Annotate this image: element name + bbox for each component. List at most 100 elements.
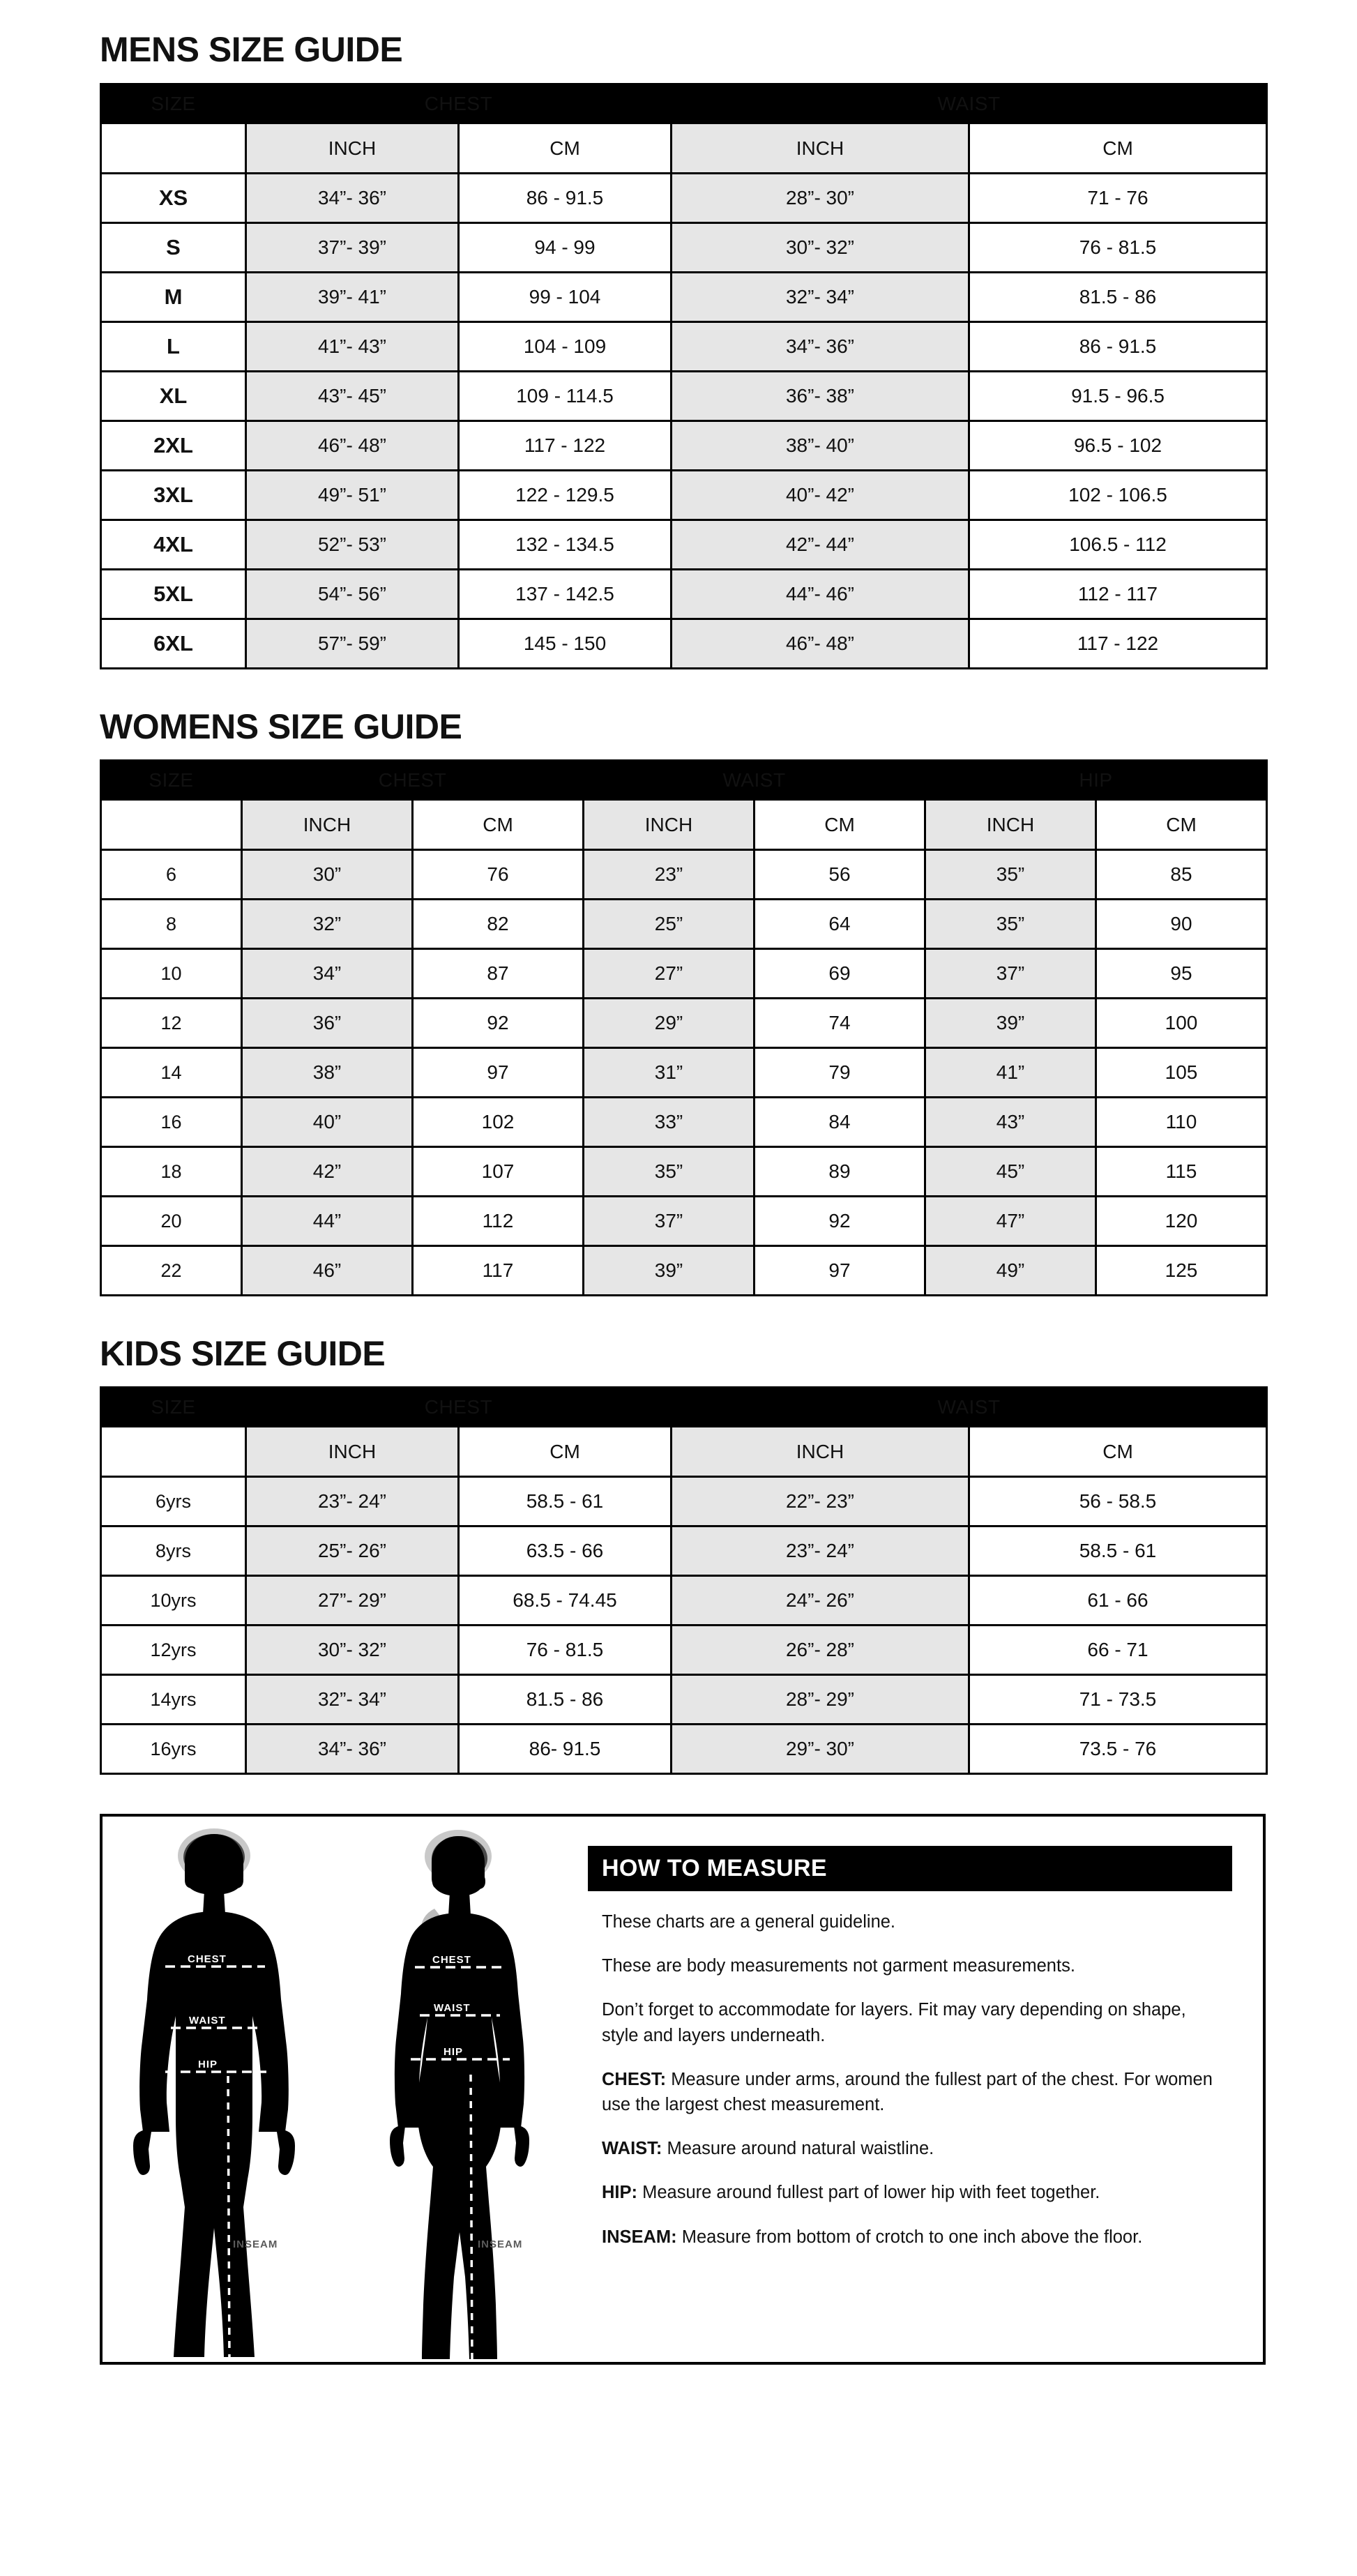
womens-size-cell: 12 (100, 997, 243, 1049)
mens-chest_cm-cell: 117 - 122 (457, 420, 672, 471)
table-row: 5XL 54”- 56” 137 - 142.5 44”- 46” 112 - 117 (100, 568, 1268, 620)
kids-unit-chest-inch: INCH (245, 1425, 460, 1478)
mens-waist_inch-cell: 42”- 44” (670, 519, 970, 570)
kids-size-guide-title: KIDS SIZE GUIDE (100, 1334, 386, 1373)
womens-size-cell: 10 (100, 948, 243, 999)
table-row: XS 34”- 36” 86 - 91.5 28”- 30” 71 - 76 (100, 172, 1268, 224)
mens-size-cell: L (100, 321, 247, 372)
womens-chest_cm-cell: 76 (411, 849, 584, 900)
kids-chest_cm-cell: 63.5 - 66 (457, 1525, 672, 1577)
kids-size-cell: 14yrs (100, 1674, 247, 1725)
kids-chest_cm-cell: 58.5 - 61 (457, 1476, 672, 1527)
kids-chest_inch-cell: 25”- 26” (245, 1525, 460, 1577)
womens-hip_cm-cell: 120 (1095, 1195, 1268, 1247)
kids-waist_inch-cell: 28”- 29” (670, 1674, 970, 1725)
womens-group-chest: CHEST (241, 759, 584, 801)
womens-chest_inch-cell: 36” (241, 997, 414, 1049)
womens-chest_inch-cell: 32” (241, 898, 414, 950)
how-to-measure-panel: CHEST WAIST HIP INSEAM CHEST WAIST HIP I… (100, 1814, 1266, 2365)
mens-chest_inch-cell: 57”- 59” (245, 618, 460, 669)
table-row: 6XL 57”- 59” 145 - 150 46”- 48” 117 - 122 (100, 618, 1268, 669)
body-figures: CHEST WAIST HIP INSEAM CHEST WAIST HIP I… (103, 1817, 563, 2363)
womens-hip_inch-cell: 49” (924, 1245, 1097, 1296)
table-row: XL 43”- 45” 109 - 114.5 36”- 38” 91.5 - 96.5 (100, 370, 1268, 422)
womens-chest_inch-cell: 38” (241, 1047, 414, 1098)
womens-chest_cm-cell: 92 (411, 997, 584, 1049)
female-waist-label: WAIST (434, 2002, 471, 2014)
table-row: 10 34” 87 27” 69 37” 95 (100, 948, 1268, 999)
kids-chest_inch-cell: 27”- 29” (245, 1575, 460, 1626)
male-waist-label: WAIST (189, 2015, 226, 2026)
male-silhouette (133, 1828, 295, 2361)
measure-tip-waist: WAIST: Measure around natural waistline. (602, 2139, 934, 2159)
mens-chest_inch-cell: 49”- 51” (245, 469, 460, 521)
measure-tip-inseam: INSEAM: Measure from bottom of crotch to… (602, 2227, 1143, 2247)
measure-note-0: These charts are a general guideline. (602, 1912, 896, 1932)
kids-chest_cm-cell: 68.5 - 74.45 (457, 1575, 672, 1626)
mens-chest_inch-cell: 34”- 36” (245, 172, 460, 224)
kids-unit-waist-cm: CM (968, 1425, 1268, 1478)
kids-waist_inch-cell: 22”- 23” (670, 1476, 970, 1527)
mens-unit-waist-inch: INCH (670, 122, 970, 174)
male-chest-label: CHEST (188, 1953, 227, 1965)
mens-chest_cm-cell: 104 - 109 (457, 321, 672, 372)
mens-chest_cm-cell: 86 - 91.5 (457, 172, 672, 224)
mens-waist_inch-cell: 34”- 36” (670, 321, 970, 372)
womens-waist_inch-cell: 37” (582, 1195, 755, 1247)
mens-size-cell: S (100, 222, 247, 273)
kids-chest_cm-cell: 81.5 - 86 (457, 1674, 672, 1725)
womens-waist_inch-cell: 39” (582, 1245, 755, 1296)
womens-waist_inch-cell: 29” (582, 997, 755, 1049)
kids-waist_inch-cell: 29”- 30” (670, 1723, 970, 1775)
mens-unit-chest-inch: INCH (245, 122, 460, 174)
table-row: 3XL 49”- 51” 122 - 129.5 40”- 42” 102 - 106.… (100, 469, 1268, 521)
womens-hip_cm-cell: 90 (1095, 898, 1268, 950)
kids-size-cell: 10yrs (100, 1575, 247, 1626)
mens-waist_inch-cell: 32”- 34” (670, 271, 970, 323)
mens-waist_cm-cell: 106.5 - 112 (968, 519, 1268, 570)
table-row: 12yrs 30”- 32” 76 - 81.5 26”- 28” 66 - 71 (100, 1624, 1268, 1676)
womens-waist_cm-cell: 79 (753, 1047, 926, 1098)
female-inseam-label: INSEAM (478, 2238, 523, 2250)
table-row: 18 42” 107 35” 89 45” 115 (100, 1146, 1268, 1197)
mens-waist_cm-cell: 86 - 91.5 (968, 321, 1268, 372)
womens-hip_inch-cell: 43” (924, 1096, 1097, 1148)
table-row: 16yrs 34”- 36” 86- 91.5 29”- 30” 73.5 - 76 (100, 1723, 1268, 1775)
kids-waist_cm-cell: 58.5 - 61 (968, 1525, 1268, 1577)
kids-waist_inch-cell: 23”- 24” (670, 1525, 970, 1577)
womens-chest_cm-cell: 117 (411, 1245, 584, 1296)
table-row: 6yrs 23”- 24” 58.5 - 61 22”- 23” 56 - 58.5 (100, 1476, 1268, 1527)
womens-chest_inch-cell: 40” (241, 1096, 414, 1148)
womens-group-waist: WAIST (582, 759, 926, 801)
kids-chest_inch-cell: 30”- 32” (245, 1624, 460, 1676)
mens-chest_inch-cell: 46”- 48” (245, 420, 460, 471)
womens-size-cell: 22 (100, 1245, 243, 1296)
womens-chest_inch-cell: 42” (241, 1146, 414, 1197)
measure-tip-hip: HIP: Measure around fullest part of lowe… (602, 2183, 1100, 2203)
kids-unit-header-row: INCH CM INCH CM (100, 1425, 1268, 1478)
mens-unit-blank (100, 122, 247, 174)
womens-chest_cm-cell: 102 (411, 1096, 584, 1148)
table-row: 4XL 52”- 53” 132 - 134.5 42”- 44” 106.5 - 11… (100, 519, 1268, 570)
mens-waist_cm-cell: 96.5 - 102 (968, 420, 1268, 471)
kids-group-header-row: SIZE CHEST WAIST (100, 1386, 1268, 1427)
womens-hip_cm-cell: 125 (1095, 1245, 1268, 1296)
womens-group-size: SIZE (100, 759, 243, 801)
womens-hip_cm-cell: 95 (1095, 948, 1268, 999)
womens-unit-chest-cm: CM (411, 798, 584, 851)
silhouette-figures-svg (133, 1828, 529, 2363)
womens-unit-waist-cm: CM (753, 798, 926, 851)
womens-hip_inch-cell: 39” (924, 997, 1097, 1049)
womens-unit-hip-inch: INCH (924, 798, 1097, 851)
measure-note-1: These are body measurements not garment … (602, 1956, 1075, 1976)
womens-size-cell: 8 (100, 898, 243, 950)
mens-size-cell: 4XL (100, 519, 247, 570)
table-row: M 39”- 41” 99 - 104 32”- 34” 81.5 - 86 (100, 271, 1268, 323)
mens-waist_inch-cell: 28”- 30” (670, 172, 970, 224)
mens-waist_cm-cell: 71 - 76 (968, 172, 1268, 224)
womens-waist_cm-cell: 74 (753, 997, 926, 1049)
size-guide-page: MENS SIZE GUIDE SIZE CHEST WAIST INCH CM… (100, 32, 1268, 2365)
mens-waist_inch-cell: 30”- 32” (670, 222, 970, 273)
mens-chest_inch-cell: 37”- 39” (245, 222, 460, 273)
kids-unit-blank (100, 1425, 247, 1478)
